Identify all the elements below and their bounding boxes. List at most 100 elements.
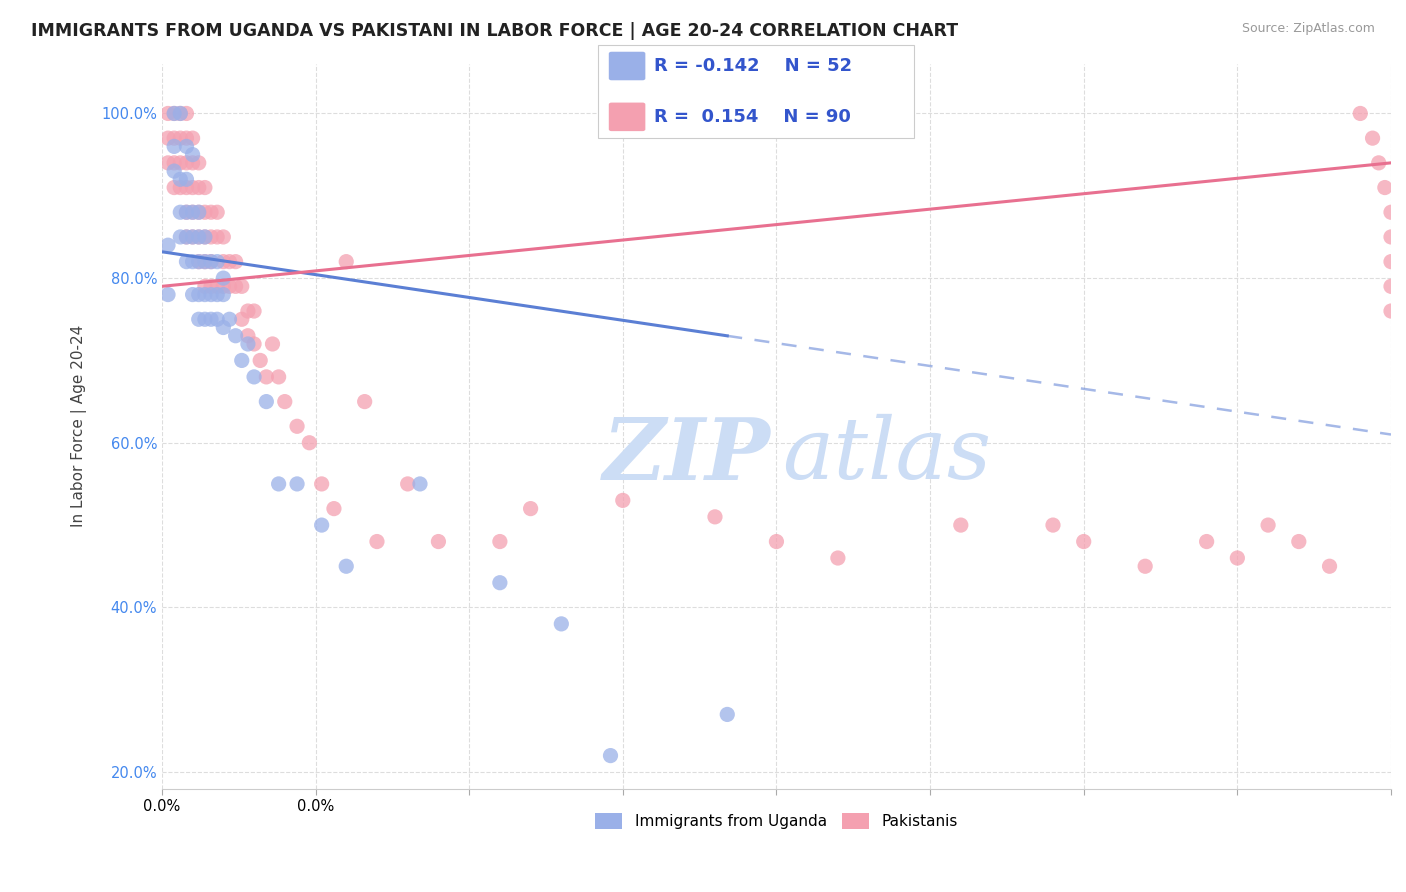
Point <box>194 254 217 268</box>
Point <box>212 287 235 301</box>
Point <box>1379 304 1402 318</box>
Point <box>298 435 321 450</box>
Point <box>218 279 240 293</box>
Point <box>1361 131 1384 145</box>
Point <box>187 156 209 170</box>
Point <box>353 394 375 409</box>
Point <box>181 287 204 301</box>
Point <box>176 131 198 145</box>
Point <box>225 328 247 343</box>
Point <box>1195 534 1218 549</box>
Point <box>366 534 388 549</box>
Point <box>262 337 284 351</box>
Point <box>1379 205 1402 219</box>
Point <box>194 205 217 219</box>
Point <box>489 575 512 590</box>
Point <box>285 419 308 434</box>
Point <box>187 205 209 219</box>
Point <box>200 205 222 219</box>
Point <box>169 156 191 170</box>
Point <box>169 131 191 145</box>
Point <box>194 230 217 244</box>
Point <box>218 312 240 326</box>
Point <box>311 518 333 533</box>
Point <box>254 394 277 409</box>
Point <box>187 180 209 194</box>
Point <box>1379 254 1402 268</box>
Point <box>1374 180 1396 194</box>
Point <box>200 312 222 326</box>
Y-axis label: In Labor Force | Age 20-24: In Labor Force | Age 20-24 <box>72 326 87 527</box>
Point <box>704 509 727 524</box>
Point <box>550 616 572 631</box>
Point <box>396 477 419 491</box>
Point <box>267 370 290 384</box>
Point <box>827 551 849 566</box>
Point <box>187 254 209 268</box>
Point <box>1133 559 1156 574</box>
Point <box>323 501 346 516</box>
Point <box>176 205 198 219</box>
Point <box>181 205 204 219</box>
Point <box>181 156 204 170</box>
Point <box>181 230 204 244</box>
Point <box>212 271 235 285</box>
Point <box>194 254 217 268</box>
Point <box>176 180 198 194</box>
Text: atlas: atlas <box>783 414 991 497</box>
Point <box>176 106 198 120</box>
Point <box>187 230 209 244</box>
Point <box>169 180 191 194</box>
Point <box>236 328 259 343</box>
Point <box>187 254 209 268</box>
Point <box>489 534 512 549</box>
Point <box>163 106 186 120</box>
Point <box>205 287 228 301</box>
Point <box>187 230 209 244</box>
Text: R =  0.154    N = 90: R = 0.154 N = 90 <box>654 108 851 126</box>
Text: IMMIGRANTS FROM UGANDA VS PAKISTANI IN LABOR FORCE | AGE 20-24 CORRELATION CHART: IMMIGRANTS FROM UGANDA VS PAKISTANI IN L… <box>31 22 957 40</box>
Point <box>212 254 235 268</box>
Point <box>181 131 204 145</box>
Point <box>212 320 235 334</box>
Point <box>765 534 787 549</box>
Point <box>1379 230 1402 244</box>
Point <box>1348 106 1371 120</box>
Point <box>1073 534 1095 549</box>
Point <box>205 205 228 219</box>
Point <box>205 230 228 244</box>
Point <box>194 279 217 293</box>
Point <box>218 254 240 268</box>
Point <box>200 287 222 301</box>
Point <box>1226 551 1249 566</box>
Point <box>169 106 191 120</box>
Point <box>236 304 259 318</box>
Point <box>427 534 450 549</box>
Point <box>156 106 179 120</box>
Point <box>169 172 191 186</box>
Point <box>194 287 217 301</box>
Point <box>194 180 217 194</box>
Point <box>169 205 191 219</box>
Point <box>156 238 179 252</box>
Point <box>225 279 247 293</box>
Point <box>163 164 186 178</box>
Point <box>176 230 198 244</box>
Point <box>254 370 277 384</box>
Point <box>716 707 738 722</box>
Point <box>169 106 191 120</box>
Point <box>599 748 621 763</box>
Point <box>194 312 217 326</box>
Point <box>176 156 198 170</box>
Point <box>181 254 204 268</box>
Point <box>1288 534 1310 549</box>
Point <box>181 205 204 219</box>
Point <box>181 230 204 244</box>
Text: ZIP: ZIP <box>602 414 770 497</box>
Point <box>156 156 179 170</box>
Point <box>169 230 191 244</box>
Point <box>156 131 179 145</box>
Point <box>231 353 253 368</box>
Point <box>194 230 217 244</box>
Point <box>1379 279 1402 293</box>
